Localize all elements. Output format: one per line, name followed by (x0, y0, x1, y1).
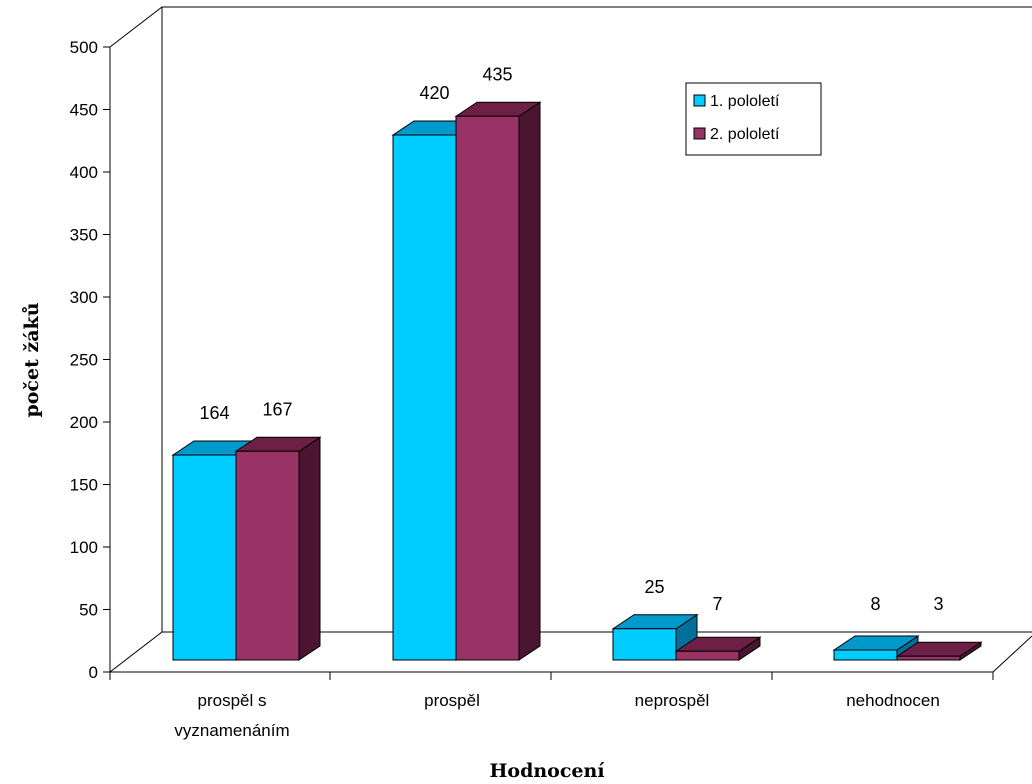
bar (895, 641, 983, 661)
legend-swatch (693, 127, 706, 140)
y-tick-label: 200 (70, 413, 98, 432)
data-label: 420 (419, 83, 449, 103)
data-label: 7 (712, 594, 722, 614)
bar-front-face (833, 649, 898, 661)
legend-box (685, 82, 822, 156)
legend-swatch (693, 94, 706, 107)
category-label: vyznamenáním (174, 721, 289, 740)
legend-label: 2. pololetí (710, 126, 780, 143)
y-axis-title: počet žáků (21, 302, 43, 417)
data-label: 25 (644, 577, 664, 597)
bar (674, 636, 762, 661)
bar (454, 101, 542, 661)
bar (832, 635, 920, 661)
data-label: 167 (262, 399, 292, 419)
data-label: 164 (199, 403, 229, 423)
data-labels-group: 164 167 420 435 25 7 8 3 (199, 64, 943, 614)
legend: 1. pololetí 2. pololetí (685, 82, 822, 156)
y-tick-label: 350 (70, 226, 98, 245)
data-label: 435 (482, 64, 512, 84)
y-tick-label: 500 (70, 38, 98, 57)
y-tick-label: 450 (70, 101, 98, 120)
x-axis-title: Hodnocení (489, 760, 605, 782)
y-tick-label: 50 (79, 601, 98, 620)
y-tick-label: 150 (70, 476, 98, 495)
data-label: 8 (870, 594, 880, 614)
back-wall-top-edge (109, 6, 1032, 48)
category-label: neprospěl (635, 691, 710, 710)
category-label: nehodnocen (846, 691, 940, 710)
y-tick-label: 0 (89, 663, 98, 682)
bar-front-face (235, 450, 300, 661)
bar-front-face (172, 454, 237, 661)
y-tick-label: 400 (70, 163, 98, 182)
y-tick-label: 100 (70, 538, 98, 557)
bar-front-face (455, 115, 520, 661)
bar-front-face (675, 650, 740, 661)
bar-front-face (896, 655, 961, 661)
y-tick-label: 300 (70, 288, 98, 307)
legend-label: 1. pololetí (710, 93, 780, 110)
category-label: prospěl s (198, 691, 267, 710)
bar-side-face (518, 101, 541, 661)
bar-series-group (171, 101, 983, 661)
bar (234, 436, 322, 661)
bar-front-face (612, 628, 677, 661)
bar-side-face (298, 436, 321, 661)
value-axis: 0 50 100 150 200 250 300 350 400 450 500 (70, 38, 994, 682)
category-label: prospěl (424, 691, 480, 710)
category-axis-labels: prospěl s vyznamenáním prospěl neprospěl neh… (174, 691, 939, 740)
floor-back-edge (109, 631, 1032, 673)
bar-front-face (392, 134, 457, 661)
y-tick-label: 250 (70, 351, 98, 370)
data-label: 3 (933, 594, 943, 614)
